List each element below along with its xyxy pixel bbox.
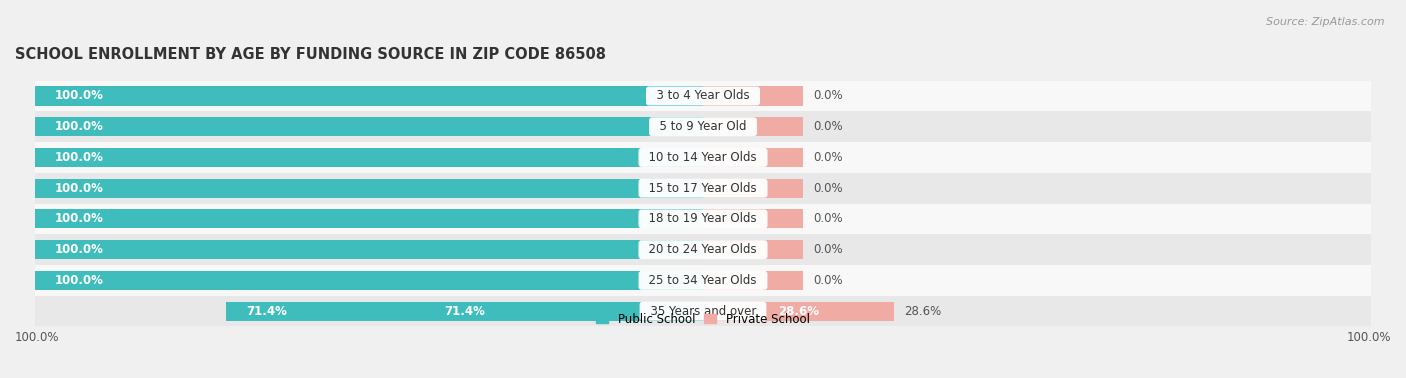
Text: 18 to 19 Year Olds: 18 to 19 Year Olds bbox=[641, 212, 765, 225]
Text: 0.0%: 0.0% bbox=[813, 120, 842, 133]
Bar bbox=[226, 302, 703, 321]
Text: 100.0%: 100.0% bbox=[1347, 331, 1391, 344]
Bar bbox=[703, 117, 803, 136]
Bar bbox=[35, 173, 1371, 204]
Text: 25 to 34 Year Olds: 25 to 34 Year Olds bbox=[641, 274, 765, 287]
Bar bbox=[35, 112, 1371, 142]
Bar bbox=[703, 209, 803, 228]
Text: 100.0%: 100.0% bbox=[55, 243, 104, 256]
Bar bbox=[35, 240, 703, 259]
Text: 100.0%: 100.0% bbox=[55, 90, 104, 102]
Bar bbox=[35, 209, 703, 228]
Text: 3 to 4 Year Olds: 3 to 4 Year Olds bbox=[650, 90, 756, 102]
Text: 0.0%: 0.0% bbox=[813, 243, 842, 256]
Text: 15 to 17 Year Olds: 15 to 17 Year Olds bbox=[641, 182, 765, 195]
Text: 71.4%: 71.4% bbox=[444, 305, 485, 318]
Text: 35 Years and over: 35 Years and over bbox=[643, 305, 763, 318]
Bar bbox=[35, 204, 1371, 234]
Bar bbox=[35, 81, 1371, 112]
Text: 100.0%: 100.0% bbox=[55, 182, 104, 195]
Text: 100.0%: 100.0% bbox=[55, 274, 104, 287]
Bar bbox=[35, 271, 703, 290]
Text: 0.0%: 0.0% bbox=[813, 182, 842, 195]
Text: 20 to 24 Year Olds: 20 to 24 Year Olds bbox=[641, 243, 765, 256]
Text: 100.0%: 100.0% bbox=[55, 120, 104, 133]
Text: SCHOOL ENROLLMENT BY AGE BY FUNDING SOURCE IN ZIP CODE 86508: SCHOOL ENROLLMENT BY AGE BY FUNDING SOUR… bbox=[15, 47, 606, 62]
Bar bbox=[703, 240, 803, 259]
Legend: Public School, Private School: Public School, Private School bbox=[592, 308, 814, 330]
Bar bbox=[35, 142, 1371, 173]
Bar bbox=[35, 179, 703, 198]
Text: 0.0%: 0.0% bbox=[813, 212, 842, 225]
Bar bbox=[35, 296, 1371, 327]
Text: 0.0%: 0.0% bbox=[813, 274, 842, 287]
Bar bbox=[703, 302, 894, 321]
Text: 71.4%: 71.4% bbox=[246, 305, 287, 318]
Text: Source: ZipAtlas.com: Source: ZipAtlas.com bbox=[1267, 17, 1385, 27]
Bar bbox=[35, 265, 1371, 296]
Text: 100.0%: 100.0% bbox=[15, 331, 59, 344]
Bar bbox=[703, 271, 803, 290]
Text: 28.6%: 28.6% bbox=[778, 305, 820, 318]
Text: 0.0%: 0.0% bbox=[813, 90, 842, 102]
Text: 100.0%: 100.0% bbox=[55, 151, 104, 164]
Text: 5 to 9 Year Old: 5 to 9 Year Old bbox=[652, 120, 754, 133]
Bar bbox=[35, 148, 703, 167]
Bar bbox=[35, 87, 703, 105]
Text: 28.6%: 28.6% bbox=[904, 305, 941, 318]
Text: 0.0%: 0.0% bbox=[813, 151, 842, 164]
Bar bbox=[35, 234, 1371, 265]
Bar bbox=[703, 87, 803, 105]
Text: 100.0%: 100.0% bbox=[55, 212, 104, 225]
Bar bbox=[703, 179, 803, 198]
Bar bbox=[703, 148, 803, 167]
Bar bbox=[35, 117, 703, 136]
Text: 10 to 14 Year Olds: 10 to 14 Year Olds bbox=[641, 151, 765, 164]
